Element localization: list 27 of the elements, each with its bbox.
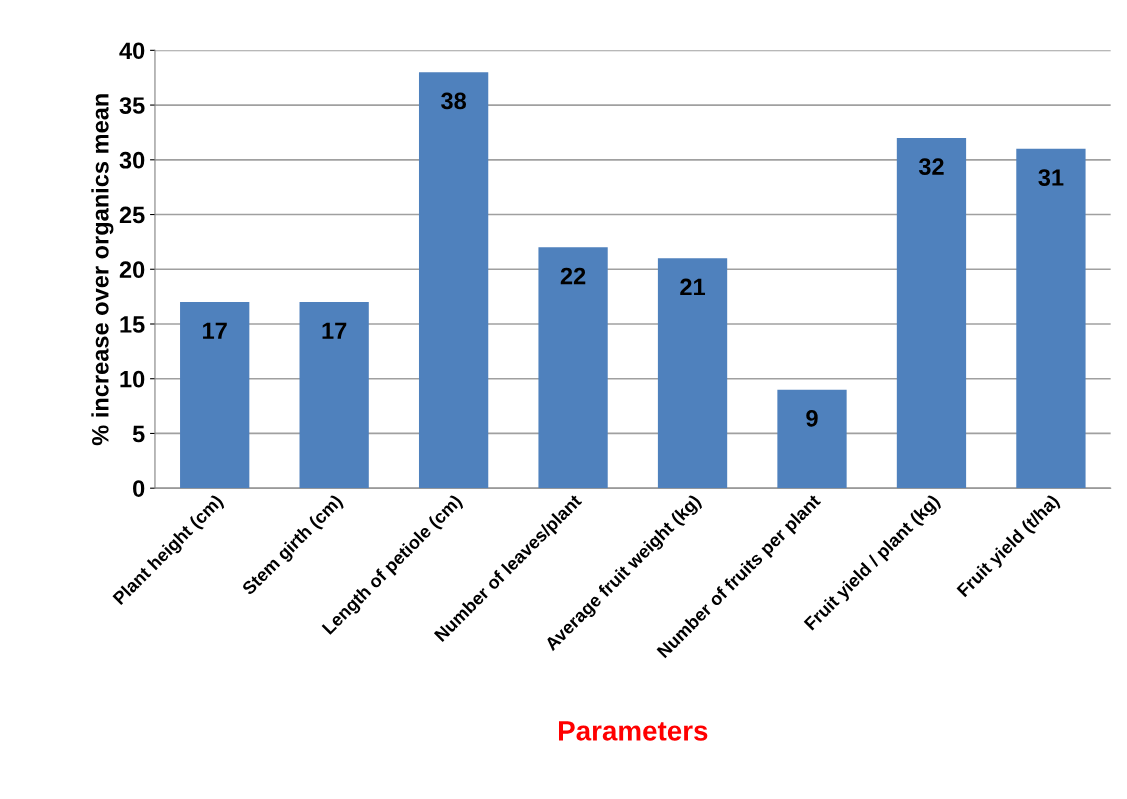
bar bbox=[657, 258, 728, 489]
x-axis-title: Parameters bbox=[559, 721, 708, 741]
data-label: 22 bbox=[560, 267, 586, 285]
data-label: 17 bbox=[322, 322, 347, 339]
bar bbox=[1016, 148, 1086, 489]
bar bbox=[896, 137, 967, 489]
bar bbox=[777, 389, 847, 489]
y-tick-label: 10 bbox=[120, 370, 145, 388]
y-tick-label: 35 bbox=[119, 97, 145, 114]
y-tick-label: 25 bbox=[119, 206, 145, 224]
bar bbox=[299, 302, 369, 489]
bar bbox=[418, 72, 489, 489]
data-label: 38 bbox=[441, 92, 467, 110]
data-label: 32 bbox=[918, 158, 944, 175]
bar bbox=[180, 302, 250, 489]
y-tick-label: 40 bbox=[119, 42, 145, 60]
data-label: 21 bbox=[680, 278, 706, 296]
y-tick-label: 30 bbox=[119, 151, 145, 169]
y-tick-label: 5 bbox=[132, 425, 145, 443]
data-label: 31 bbox=[1038, 169, 1064, 186]
y-tick-label: 0 bbox=[133, 480, 145, 497]
y-axis-title: % increase over organics mean bbox=[91, 94, 114, 446]
data-label: 9 bbox=[806, 409, 818, 427]
data-label: 17 bbox=[203, 322, 227, 339]
y-tick-label: 15 bbox=[120, 316, 145, 333]
bar bbox=[538, 247, 608, 489]
y-tick-label: 20 bbox=[119, 261, 145, 279]
